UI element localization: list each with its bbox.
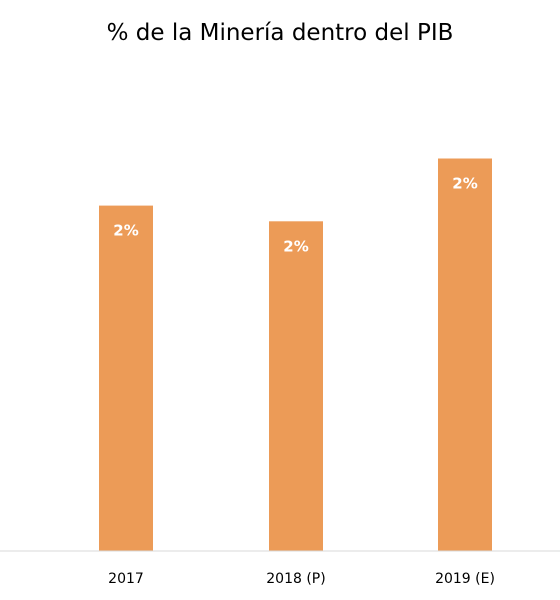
x-tick-label-1: 2017 <box>108 571 144 587</box>
bar-3 <box>438 158 492 551</box>
bars-group <box>99 158 492 552</box>
bar-2 <box>269 221 323 552</box>
chart-title: % de la Minería dentro del PIB <box>107 20 454 46</box>
bar-1 <box>99 205 153 551</box>
data-label-3: 2% <box>452 175 477 193</box>
x-tick-labels-group: 2017 2018 (P) 2019 (E) <box>108 571 495 587</box>
data-labels-group: 2% 2% 2% <box>113 175 477 256</box>
x-tick-label-2: 2018 (P) <box>266 571 325 587</box>
data-label-1: 2% <box>113 222 138 240</box>
x-tick-label-3: 2019 (E) <box>435 571 495 587</box>
data-label-2: 2% <box>283 237 308 255</box>
